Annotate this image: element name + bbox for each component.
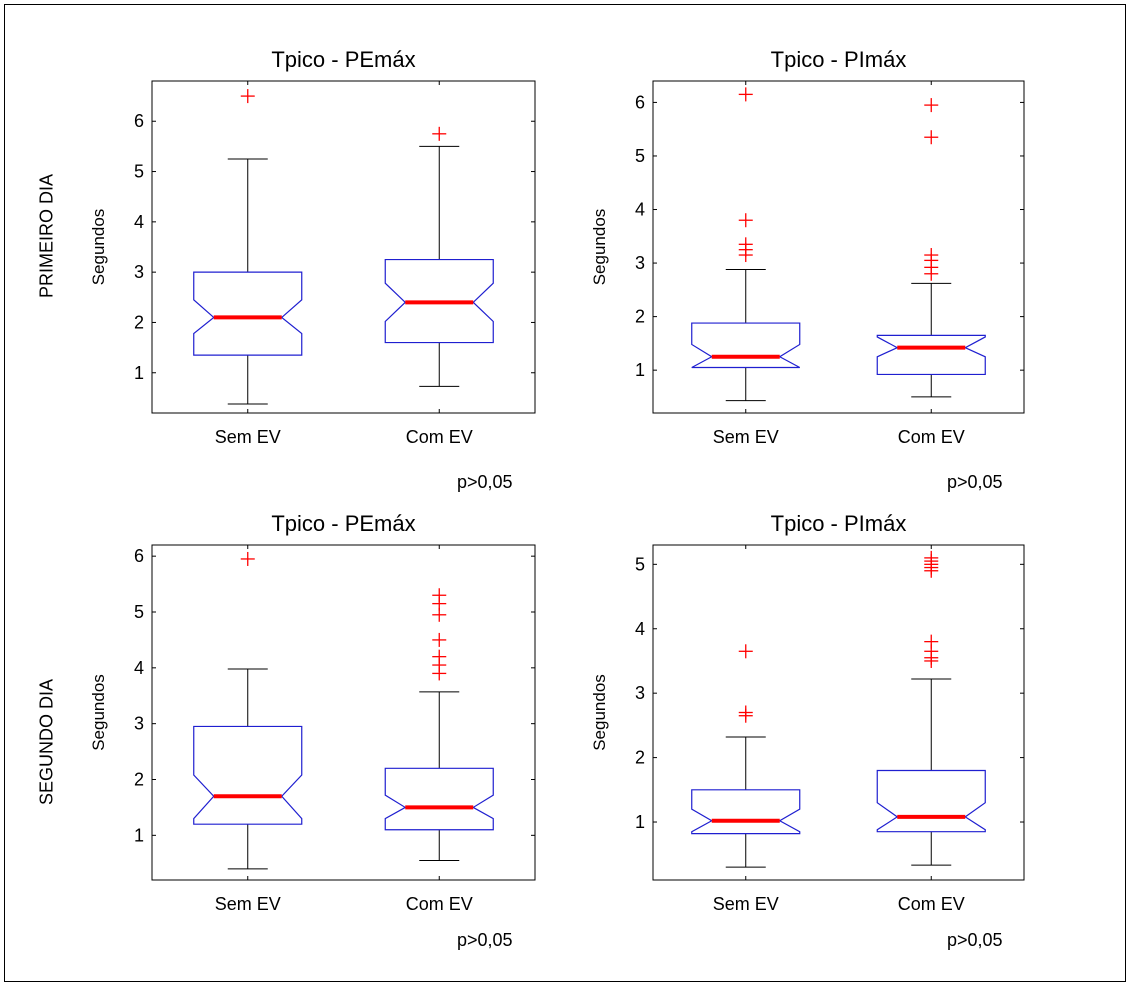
y-tick-label: 6: [635, 92, 645, 112]
y-tick-label: 1: [635, 360, 645, 380]
y-tick-label: 5: [635, 146, 645, 166]
y-axis-label: Segundos: [590, 674, 609, 751]
y-tick-label: 3: [635, 683, 645, 703]
x-tick-label: Com EV: [898, 427, 965, 447]
y-tick-label: 4: [134, 212, 144, 232]
notched-box: [193, 725, 303, 825]
y-tick-label: 3: [134, 262, 144, 282]
y-axis-label: Segundos: [89, 674, 108, 751]
y-tick-label: 2: [134, 770, 144, 790]
x-tick-label: Sem EV: [215, 894, 281, 914]
y-tick-label: 5: [635, 554, 645, 574]
chart-title: Tpico - PEmáx: [271, 47, 415, 72]
chart-title: Tpico - PImáx: [771, 47, 907, 72]
notched-box: [193, 271, 303, 356]
x-tick-label: Sem EV: [713, 427, 779, 447]
y-tick-label: 4: [635, 619, 645, 639]
plot-area: [151, 544, 536, 881]
plot-area: [151, 80, 536, 414]
y-tick-label: 5: [134, 162, 144, 182]
notched-box: [384, 767, 494, 831]
y-tick-label: 2: [635, 307, 645, 327]
y-axis-label: Segundos: [590, 209, 609, 286]
y-tick-label: 1: [134, 825, 144, 845]
x-tick-label: Com EV: [406, 894, 473, 914]
x-tick-label: Sem EV: [215, 427, 281, 447]
y-axis-label: Segundos: [89, 209, 108, 286]
y-tick-label: 3: [134, 714, 144, 734]
x-tick-label: Com EV: [898, 894, 965, 914]
y-tick-label: 6: [134, 546, 144, 566]
plot-area: [652, 80, 1025, 414]
chart-title: Tpico - PEmáx: [271, 511, 415, 536]
y-tick-label: 1: [635, 812, 645, 832]
notched-box: [876, 334, 986, 376]
chart-title: Tpico - PImáx: [771, 511, 907, 536]
p-value-annotation: p>0,05: [457, 930, 513, 950]
plot-area: [652, 544, 1025, 881]
notched-box: [384, 258, 494, 344]
y-tick-label: 2: [134, 312, 144, 332]
y-tick-label: 4: [635, 200, 645, 220]
p-value-annotation: p>0,05: [947, 930, 1003, 950]
figure-frame: [4, 4, 1126, 982]
p-value-annotation: p>0,05: [457, 472, 513, 492]
y-tick-label: 1: [134, 363, 144, 383]
y-tick-label: 4: [134, 658, 144, 678]
x-tick-label: Sem EV: [713, 894, 779, 914]
notched-box: [691, 789, 801, 835]
y-tick-label: 6: [134, 111, 144, 131]
p-value-annotation: p>0,05: [947, 472, 1003, 492]
y-tick-label: 5: [134, 602, 144, 622]
y-tick-label: 2: [635, 748, 645, 768]
x-tick-label: Com EV: [406, 427, 473, 447]
y-tick-label: 3: [635, 253, 645, 273]
notched-box: [691, 322, 801, 369]
notched-box: [876, 769, 986, 833]
